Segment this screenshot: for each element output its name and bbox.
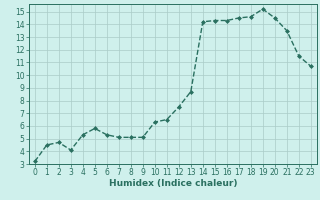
X-axis label: Humidex (Indice chaleur): Humidex (Indice chaleur) bbox=[108, 179, 237, 188]
